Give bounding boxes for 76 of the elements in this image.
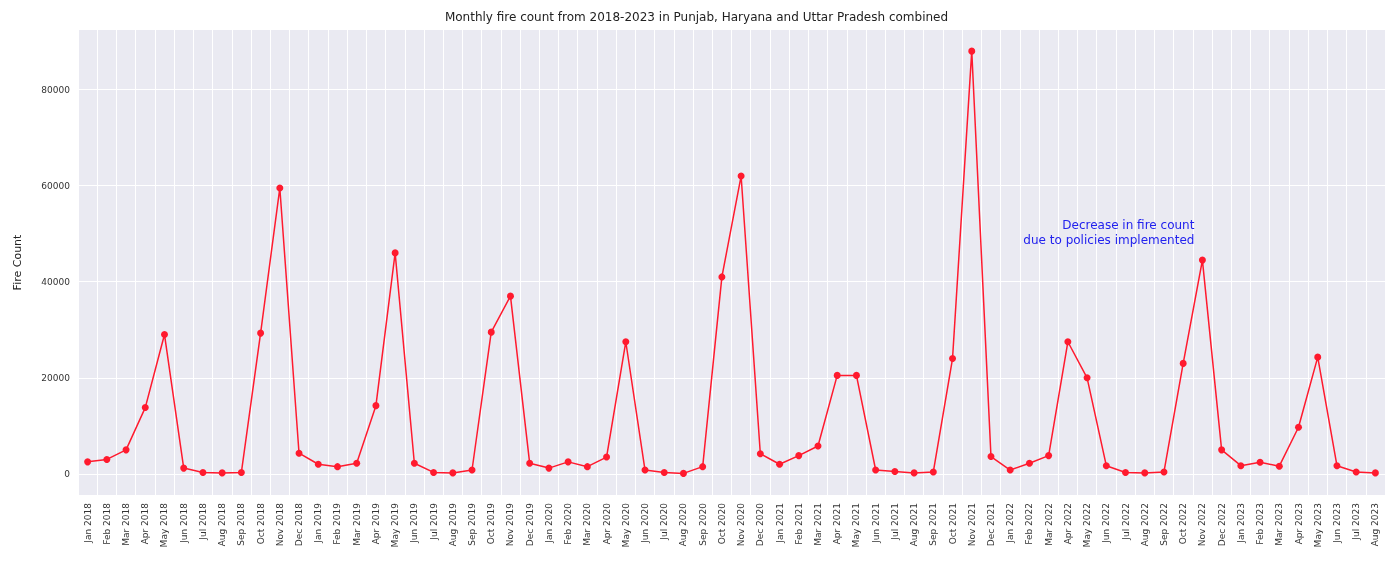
- y-tick-label: 40000: [41, 276, 71, 287]
- x-tick-label: Feb 2018: [101, 502, 112, 545]
- x-tick-label: May 2018: [159, 502, 170, 548]
- x-tick-label: Apr 2019: [370, 502, 381, 545]
- x-tick-label: Aug 2021: [909, 503, 920, 547]
- x-tick-label: Nov 2018: [274, 502, 285, 547]
- x-tick-label: Mar 2021: [812, 503, 823, 546]
- y-axis-title: Fire Count: [11, 233, 24, 291]
- x-tick-label: Feb 2021: [793, 503, 804, 545]
- x-tick-label: Aug 2019: [447, 502, 458, 547]
- x-tick-label: Dec 2022: [1216, 503, 1227, 547]
- x-tick-label: Oct 2022: [1178, 503, 1189, 545]
- x-tick-label: Jan 2020: [543, 502, 554, 544]
- y-tick-label: 80000: [41, 84, 71, 95]
- x-tick-label: Jan 2018: [82, 502, 93, 544]
- x-tick-label: Nov 2021: [966, 503, 977, 547]
- x-tick-label: Feb 2019: [332, 502, 343, 545]
- x-tick-label: Feb 2020: [563, 502, 574, 545]
- annotation: Decrease in fire count due to policies implemented: [1023, 217, 1195, 247]
- x-tick-label: Jun 2020: [640, 502, 651, 544]
- x-tick-label: Dec 2019: [524, 502, 535, 547]
- x-tick-label: Jul 2022: [1120, 503, 1131, 541]
- x-tick-label: Mar 2023: [1274, 503, 1285, 546]
- y-tick-label: 20000: [41, 372, 71, 383]
- x-tick-label: Mar 2022: [1043, 503, 1054, 546]
- x-tick-label: Aug 2020: [678, 502, 689, 547]
- chart-title: Monthly fire count from 2018-2023 in Punjab, Haryana and Uttar Pradesh combined: [444, 10, 949, 24]
- x-tick-label: Jun 2023: [1331, 503, 1342, 544]
- x-tick-label: Feb 2023: [1255, 503, 1266, 545]
- x-tick-label: Nov 2019: [505, 502, 516, 547]
- x-tick-label: Nov 2020: [736, 502, 747, 547]
- x-tick-label: Jan 2023: [1235, 503, 1246, 544]
- x-tick-label: Apr 2021: [832, 503, 843, 545]
- x-tick-label: Aug 2023: [1370, 503, 1381, 547]
- x-tick-label: Mar 2019: [351, 502, 362, 546]
- x-tick-label: May 2019: [390, 502, 401, 548]
- x-tick-label: Jul 2018: [197, 502, 208, 541]
- x-tick-label: Aug 2018: [217, 502, 228, 547]
- x-tick-label: Jun 2022: [1101, 503, 1112, 544]
- x-tick-label: Apr 2022: [1062, 503, 1073, 545]
- x-tick-label: Sep 2018: [236, 502, 247, 546]
- x-tick-label: Jan 2022: [1005, 503, 1016, 544]
- x-tick-label: Apr 2023: [1293, 503, 1304, 545]
- x-tick-label: Feb 2022: [1024, 503, 1035, 545]
- x-tick-label: Jan 2019: [313, 502, 324, 544]
- y-tick-label: 0: [64, 468, 71, 479]
- x-tick-label: Jul 2023: [1351, 503, 1362, 541]
- x-tick-label: May 2021: [851, 503, 862, 548]
- y-tick-label: 60000: [41, 180, 71, 191]
- x-tick-label: Jan 2021: [774, 503, 785, 544]
- x-tick-label: Sep 2021: [928, 503, 939, 546]
- x-tick-label: May 2020: [620, 502, 631, 548]
- x-tick-label: Dec 2018: [294, 502, 305, 547]
- x-tick-label: Jul 2019: [428, 502, 439, 541]
- x-tick-label: Jul 2020: [659, 502, 670, 541]
- x-tick-label: Jun 2019: [409, 502, 420, 544]
- x-tick-label: Mar 2018: [121, 502, 132, 546]
- x-tick-label: Sep 2019: [467, 502, 478, 546]
- x-tick-label: May 2022: [1082, 503, 1093, 548]
- x-tick-label: Dec 2020: [755, 502, 766, 547]
- x-tick-label: Jul 2021: [889, 503, 900, 541]
- x-tick-label: Nov 2022: [1197, 503, 1208, 547]
- x-tick-label: Apr 2018: [140, 502, 151, 545]
- x-tick-label: Sep 2022: [1158, 503, 1169, 546]
- x-tick-label: Oct 2019: [486, 502, 497, 545]
- x-tick-label: Sep 2020: [697, 502, 708, 546]
- x-tick-label: Apr 2020: [601, 502, 612, 545]
- x-tick-label: Jun 2018: [178, 502, 189, 544]
- x-tick-label: Oct 2018: [255, 502, 266, 545]
- x-tick-label: Oct 2020: [716, 502, 727, 545]
- x-tick-label: Dec 2021: [985, 503, 996, 547]
- x-tick-label: Jun 2021: [870, 503, 881, 544]
- x-tick-label: Oct 2021: [947, 503, 958, 545]
- x-tick-label: Mar 2020: [582, 502, 593, 546]
- x-tick-label: May 2023: [1312, 503, 1323, 548]
- x-tick-label: Aug 2022: [1139, 503, 1150, 547]
